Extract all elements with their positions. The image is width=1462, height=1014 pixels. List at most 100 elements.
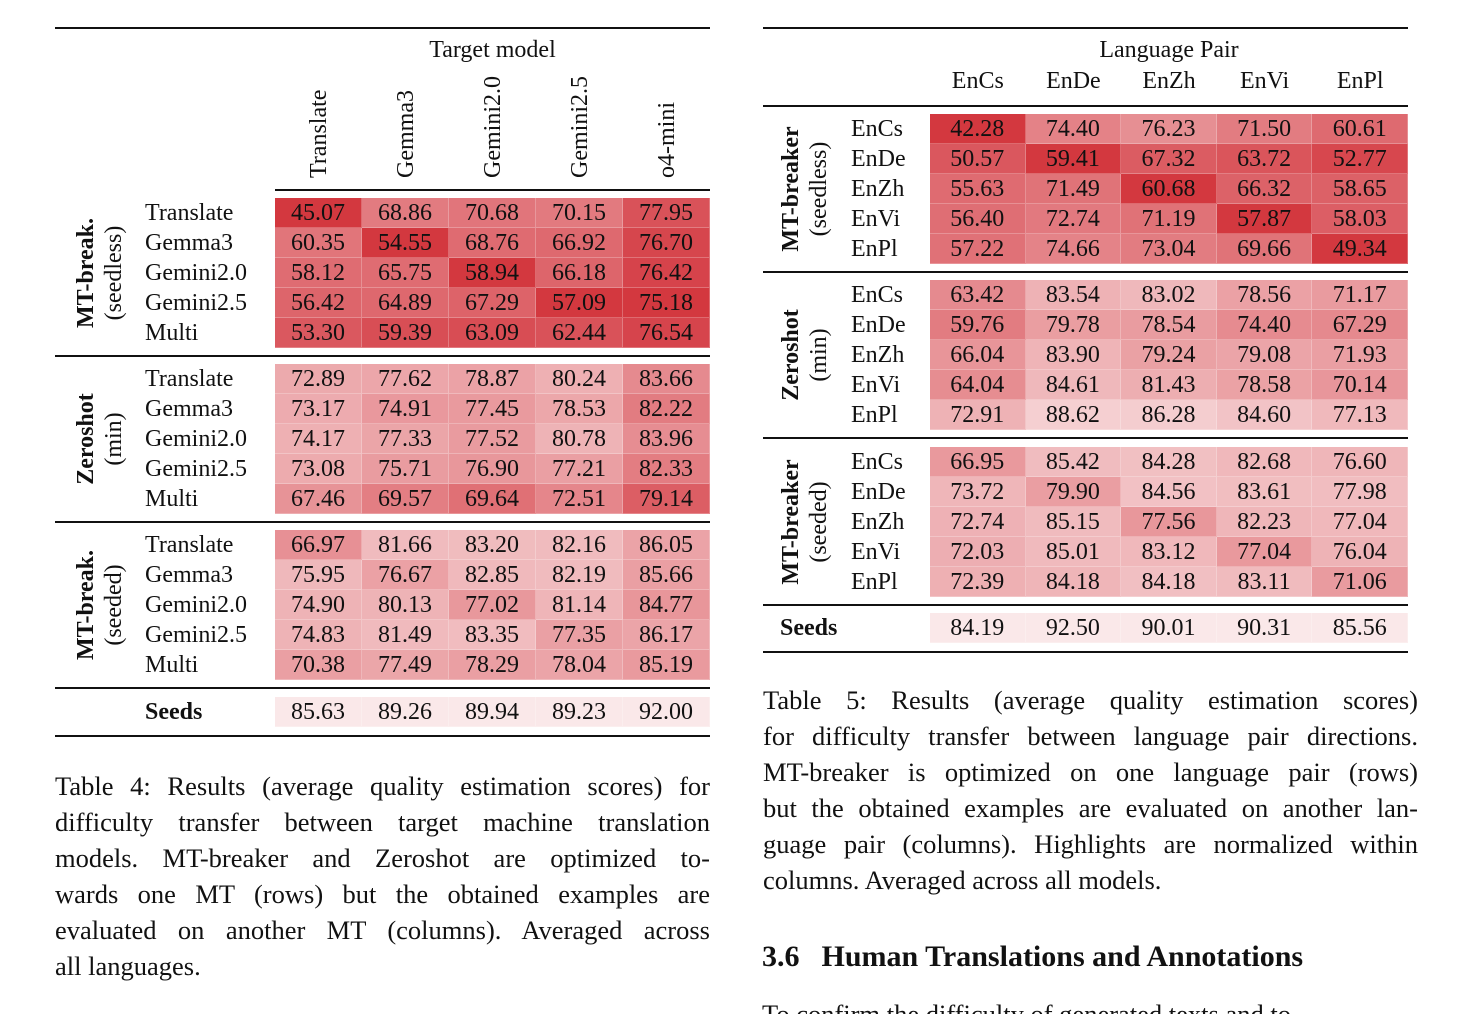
table5-row-label: EnZh: [851, 509, 905, 535]
table5-cell: 84.60: [1216, 400, 1313, 430]
table4-top-rule: [55, 27, 710, 29]
table5-cell: 83.54: [1025, 280, 1122, 310]
table5-cell: 72.39: [930, 567, 1026, 597]
table5-column-header: EnVi: [1239, 68, 1290, 94]
table4-cell: 76.42: [623, 258, 710, 288]
table4-cell: 72.51: [536, 484, 623, 514]
table4-seeds-cell: 89.23: [536, 697, 623, 727]
table4-cell: 67.46: [275, 484, 362, 514]
table5-row-label: EnPl: [851, 569, 898, 595]
table5-row-label: EnZh: [851, 342, 905, 368]
table4-bottom-rule: [55, 735, 710, 737]
table5-group-rule: [763, 271, 1408, 273]
table4-cell: 73.08: [275, 454, 362, 484]
table5-caption-line: columns. Averaged across all models.: [763, 865, 1162, 895]
table4-row-label: Translate: [145, 366, 234, 392]
table4-cell: 77.52: [449, 424, 536, 454]
table5-header-rule: [763, 105, 1408, 107]
table5-cell: 60.61: [1312, 114, 1408, 144]
table4-cell: 62.44: [536, 318, 623, 348]
table5-cell: 74.40: [1025, 114, 1122, 144]
table5-cell: 57.22: [930, 234, 1026, 264]
table4-cell: 76.54: [623, 318, 710, 348]
table5-cell: 71.17: [1312, 280, 1408, 310]
table5-cell: 59.76: [930, 310, 1026, 340]
table4-header-group: Target model: [429, 37, 556, 63]
table4-cell: 79.14: [623, 484, 710, 514]
table5-cell: 50.57: [930, 144, 1026, 174]
table5-row-label: EnDe: [851, 312, 906, 338]
table5-seeds-label: Seeds: [780, 615, 838, 641]
table5-cell: 57.87: [1216, 204, 1313, 234]
table5-cell: 66.04: [930, 340, 1026, 370]
table5-cell: 73.72: [930, 477, 1026, 507]
table5-cell: 74.40: [1216, 310, 1313, 340]
table5-cell: 83.11: [1216, 567, 1313, 597]
table4-seeds-cell: 89.94: [449, 697, 536, 727]
table4-cell: 75.18: [623, 288, 710, 318]
table4-seeds-cell: 85.63: [275, 697, 362, 727]
table5-group-label-main: Zeroshot: [778, 309, 804, 401]
table5-group-label-sub: (seedless): [806, 141, 832, 237]
table5-group-label: Zeroshot (min): [777, 309, 833, 401]
table4-cell: 82.19: [536, 560, 623, 590]
table4-cell: 80.78: [536, 424, 623, 454]
section-number: 3.6: [762, 940, 800, 973]
table4-group-label: MT-break. (seeded): [72, 550, 128, 660]
table5-caption: Table 5: Results (average quality estima…: [763, 682, 1418, 898]
table5-cell: 52.77: [1312, 144, 1408, 174]
table5-cell: 78.56: [1216, 280, 1313, 310]
table4-cell: 74.90: [275, 590, 362, 620]
table4-cell: 78.53: [536, 394, 623, 424]
table5-cell: 83.02: [1121, 280, 1217, 310]
table5-cell: 60.68: [1121, 174, 1217, 204]
table5-group-label-sub: (seeded): [806, 481, 832, 563]
table5-group-rule: [763, 437, 1408, 439]
table4-cell: 54.55: [362, 228, 449, 258]
table5-cell: 71.50: [1216, 114, 1313, 144]
table4-row-label: Gemini2.0: [145, 592, 247, 618]
table5-cell: 72.74: [1025, 204, 1122, 234]
table5-column-header: EnCs: [951, 68, 1004, 94]
table4-cell: 45.07: [275, 198, 362, 228]
table4-cell: 82.22: [623, 394, 710, 424]
table5-column-header: EnDe: [1046, 68, 1101, 94]
table4-cell: 76.90: [449, 454, 536, 484]
table5-caption-line: for difficulty transfer between language…: [763, 721, 1418, 751]
table4-cell: 68.86: [362, 198, 449, 228]
table5-cell: 88.62: [1025, 400, 1122, 430]
table4-row-label: Multi: [145, 320, 199, 346]
table5-seeds-cell: 85.56: [1312, 613, 1408, 643]
table5-cell: 72.74: [930, 507, 1026, 537]
table4-cell: 77.62: [362, 364, 449, 394]
table5-column-header: EnZh: [1142, 68, 1196, 94]
table5-cell: 78.58: [1216, 370, 1313, 400]
table5-cell: 66.95: [930, 447, 1026, 477]
table5-cell: 79.78: [1025, 310, 1122, 340]
table4-row-label: Gemini2.5: [145, 622, 247, 648]
table5-group-label-main: MT-breaker: [778, 126, 804, 252]
table5-cell: 74.66: [1025, 234, 1122, 264]
table5-cell: 83.61: [1216, 477, 1313, 507]
table5-seeds-cell: 92.50: [1025, 613, 1122, 643]
table5-cell: 76.04: [1312, 537, 1408, 567]
table5-cell: 72.91: [930, 400, 1026, 430]
table4-cell: 85.66: [623, 560, 710, 590]
table4-group-label-sub: (seeded): [101, 564, 127, 646]
table5-row-label: EnCs: [851, 282, 904, 308]
table4-cell: 75.71: [362, 454, 449, 484]
table5-cell: 71.06: [1312, 567, 1408, 597]
table4-cell: 81.66: [362, 530, 449, 560]
table5-caption-line: but the obtained examples are evaluated …: [763, 793, 1418, 823]
table4-row-label: Gemini2.0: [145, 426, 247, 452]
table5-cell: 77.04: [1312, 507, 1408, 537]
table4-cell: 85.19: [623, 650, 710, 680]
table4-cell: 57.09: [536, 288, 623, 318]
table5-group-rule: [763, 604, 1408, 606]
table4-cell: 83.96: [623, 424, 710, 454]
table5-cell: 84.28: [1121, 447, 1217, 477]
table4-cell: 77.95: [623, 198, 710, 228]
table5-cell: 79.08: [1216, 340, 1313, 370]
table5-row-label: EnVi: [851, 539, 901, 565]
table4-row-label: Translate: [145, 200, 234, 226]
